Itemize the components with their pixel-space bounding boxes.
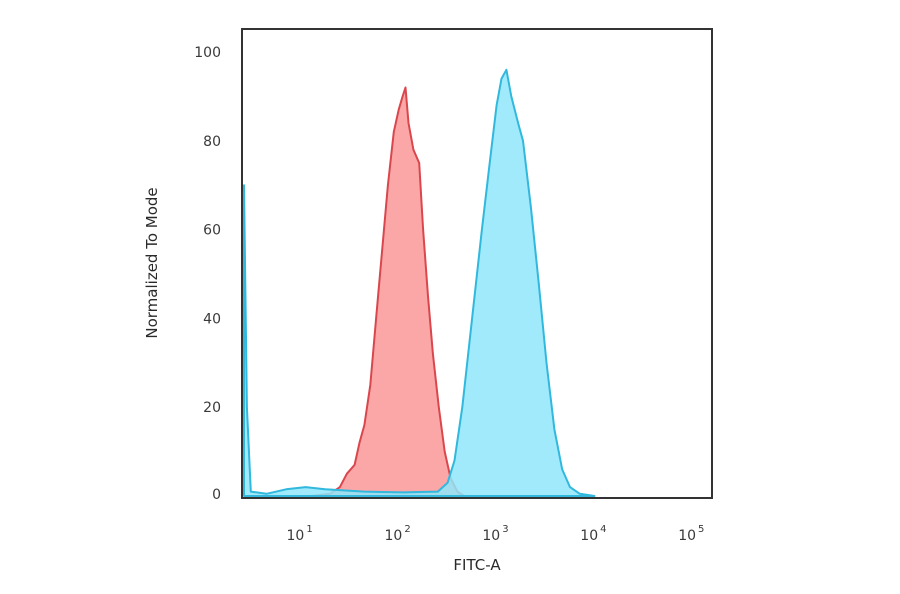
y-tick-label: 0 [212,487,221,503]
x-tick-label: 10 2 [384,524,410,544]
y-tick-label: 80 [203,134,221,150]
x-tick-label: 10 5 [678,524,704,544]
x-axis-label: FITC-A [453,556,501,574]
target-antibody-histogram [243,68,596,497]
x-tick-label: 10 1 [286,524,312,544]
y-tick-label: 20 [203,400,221,416]
y-tick-label: 100 [194,45,221,61]
y-axis-label: Normalized To Mode [143,187,161,338]
histogram-series [243,68,596,497]
x-tick-label: 10 3 [482,524,508,544]
y-tick-label: 40 [203,311,221,327]
isotype-control-histogram [309,86,466,497]
x-axis-ticks: 10 1 10 2 10 3 10 4 10 5 [286,524,704,544]
y-tick-label: 60 [203,223,221,239]
x-tick-label: 10 4 [580,524,606,544]
y-axis-ticks: 0 20 40 60 80 100 [194,45,221,503]
plot-frame [241,28,713,499]
